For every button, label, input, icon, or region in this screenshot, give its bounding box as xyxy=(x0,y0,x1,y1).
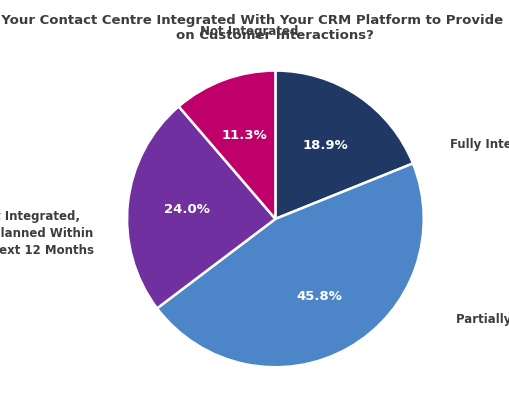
Title: Is Your Contact Centre Integrated With Your CRM Platform to Provide Insights
on : Is Your Contact Centre Integrated With Y… xyxy=(0,14,509,42)
Wedge shape xyxy=(127,106,275,308)
Wedge shape xyxy=(157,164,423,367)
Text: Not Integrated,
But Planned Within
the Next 12 Months: Not Integrated, But Planned Within the N… xyxy=(0,210,94,257)
Wedge shape xyxy=(178,70,275,219)
Text: Partially Integrated: Partially Integrated xyxy=(456,313,509,326)
Text: 18.9%: 18.9% xyxy=(302,139,347,152)
Text: 45.8%: 45.8% xyxy=(296,290,342,303)
Text: 24.0%: 24.0% xyxy=(163,203,209,216)
Text: Fully Integrated: Fully Integrated xyxy=(449,138,509,151)
Wedge shape xyxy=(275,70,412,219)
Text: 11.3%: 11.3% xyxy=(221,129,267,142)
Text: Not Integrated: Not Integrated xyxy=(199,25,297,38)
